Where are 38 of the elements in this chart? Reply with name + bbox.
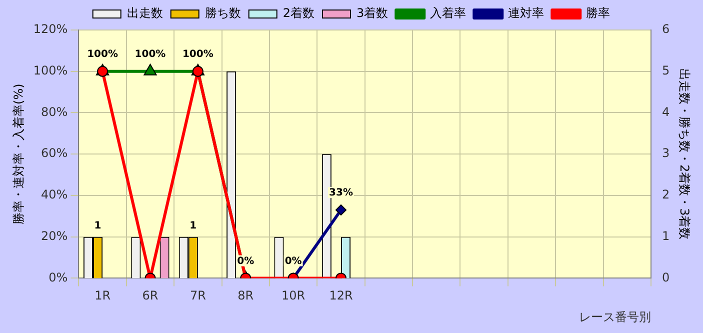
data-label: 1 (94, 220, 102, 232)
legend-label: 勝率 (586, 6, 610, 20)
data-label: 100% (87, 48, 118, 60)
legend-label: 勝ち数 (204, 6, 241, 20)
y2-tick-label: 6 (662, 22, 670, 36)
y2-tick-label: 5 (662, 63, 670, 78)
y-tick-label: 80% (41, 104, 68, 119)
y2-tick-label: 1 (662, 228, 670, 243)
data-label: 100% (134, 48, 166, 60)
legend-label: 入着率 (430, 6, 466, 20)
x-tick-label: 12R (329, 288, 353, 303)
x-tick-label: 6R (142, 288, 158, 303)
data-label: 0% (284, 256, 302, 267)
x-tick-label: 10R (282, 288, 306, 303)
legend-label: 連対率 (508, 6, 544, 20)
legend-label: 3着数 (356, 6, 388, 20)
y2-tick-label: 3 (662, 146, 670, 160)
legend-label: 2着数 (282, 6, 315, 20)
x-tick-label: 7R (190, 288, 206, 303)
y2-tick-label: 2 (662, 188, 670, 202)
y-tick-label: 20% (41, 228, 68, 243)
y-tick-label: 60% (41, 146, 68, 160)
legend-label: 出走数 (126, 6, 163, 20)
y2-axis-title: 出走数・勝ち数・2着数・3着数 (678, 68, 692, 240)
y2-tick-label: 4 (662, 104, 670, 119)
data-label: 0% (237, 256, 254, 267)
y-tick-label: 40% (41, 188, 68, 202)
data-label: 100% (182, 48, 214, 60)
x-axis-title: レース番号別 (578, 310, 651, 324)
y2-tick-label: 0 (662, 270, 670, 284)
y-tick-label: 120% (33, 22, 68, 36)
x-tick-label: 8R (238, 288, 254, 303)
data-label: 33% (329, 188, 353, 199)
y-tick-label: 100% (33, 63, 68, 78)
data-label: 1 (190, 220, 197, 232)
y-tick-label: 0% (48, 270, 68, 284)
x-tick-label: 1R (94, 288, 111, 303)
y-axis-title: 勝率・連対率・入着率(%) (11, 84, 26, 224)
